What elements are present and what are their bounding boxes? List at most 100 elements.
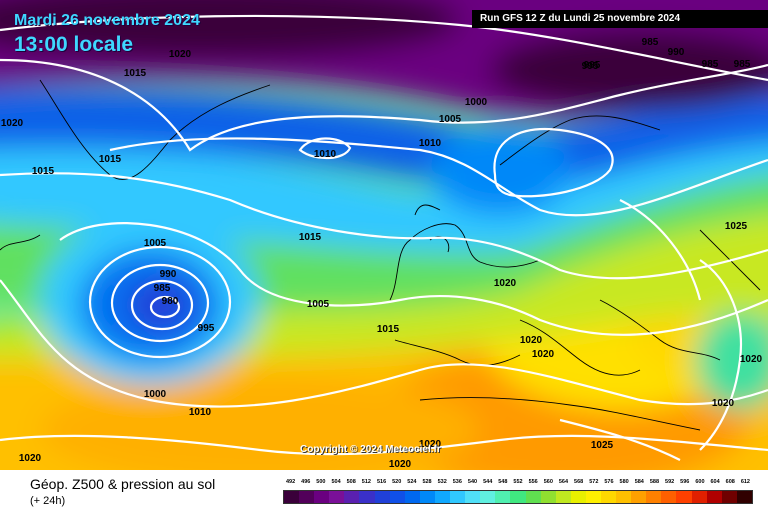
color-scale-label: 584	[634, 479, 644, 485]
color-scale-swatch	[676, 491, 692, 503]
color-scale-label: 604	[710, 479, 720, 485]
color-scale-label: 600	[695, 479, 705, 485]
legend-subtitle: (+ 24h)	[30, 495, 66, 507]
color-scale-label: 560	[543, 479, 553, 485]
isobar-line	[0, 14, 768, 82]
color-scale-swatch	[450, 491, 466, 503]
color-scale-label: 588	[649, 479, 660, 485]
color-scale-swatch	[646, 491, 662, 503]
isobar-label: 1025	[725, 221, 748, 232]
forecast-local-time: 13:00 locale	[14, 33, 134, 56]
isobar-line	[110, 263, 210, 343]
color-scale-swatch	[616, 491, 632, 503]
color-scale-label: 612	[740, 479, 750, 485]
geopotential-map: 1020101510201015101510101005100099599098…	[0, 0, 768, 470]
color-scale-label: 516	[376, 479, 387, 485]
isobar-line	[130, 279, 194, 331]
isobar-label: 985	[702, 59, 719, 70]
legend-title: Géop. Z500 & pression au sol	[30, 476, 216, 492]
color-scale-swatch	[374, 491, 390, 503]
isobar-line	[0, 58, 768, 152]
isobar-label: 1010	[314, 149, 337, 160]
isobar-label: 980	[162, 296, 179, 307]
color-scale-swatch	[419, 491, 435, 503]
isobar-label: 1020	[19, 453, 42, 464]
model-run-banner: Run GFS 12 Z du Lundi 25 novembre 2024	[472, 10, 768, 28]
isobar-label: 1005	[307, 299, 330, 310]
isobar-label: 1005	[439, 114, 462, 125]
color-scale-bar	[283, 490, 753, 504]
color-scale-swatch	[359, 491, 375, 503]
isobar-label: 1015	[377, 324, 400, 335]
color-scale-label: 548	[498, 479, 508, 485]
isobar-label: 1020	[169, 49, 192, 60]
color-scale-swatch	[540, 491, 556, 503]
color-scale-swatch	[495, 491, 511, 503]
isobar-label: 1000	[144, 389, 167, 400]
color-scale-swatch	[600, 491, 617, 503]
isobar-label: 1015	[124, 68, 147, 79]
color-scale-label: 504	[331, 479, 341, 485]
color-scale-swatch	[344, 491, 360, 503]
color-scale-label: 592	[665, 479, 675, 485]
color-scale-label: 572	[589, 479, 599, 485]
color-scale-swatch	[661, 491, 677, 503]
color-scale-label: 512	[361, 479, 371, 485]
color-scale-label: 524	[407, 479, 417, 485]
color-scale-swatch	[389, 491, 405, 503]
isobar-label: 1020	[494, 278, 517, 289]
color-scale-swatch	[404, 491, 420, 503]
color-scale-label: 496	[301, 479, 311, 485]
color-scale-swatch	[691, 491, 707, 503]
isobar-label: 990	[668, 47, 685, 58]
isobar-line	[619, 199, 702, 301]
color-scale-label: 552	[513, 479, 523, 485]
color-scale-label: 536	[452, 479, 462, 485]
isobar-line	[149, 295, 181, 319]
isobar-label: 1020	[740, 354, 763, 365]
isobar-line	[0, 172, 768, 280]
isobar-line	[88, 245, 232, 359]
isobar-label: 1020	[520, 335, 543, 346]
forecast-date: Mardi 26 novembre 2024	[14, 12, 200, 29]
color-scale-swatch	[480, 491, 496, 503]
isobar-label: 1020	[712, 398, 735, 409]
isobar-line	[0, 279, 768, 408]
isobar-line	[493, 128, 614, 198]
isobar-label: 985	[734, 59, 751, 70]
isobar-label: 1000	[465, 97, 488, 108]
color-scale-swatch	[721, 491, 737, 503]
color-scale-label: 568	[574, 479, 584, 485]
isobar-label: 990	[160, 269, 177, 280]
color-scale-label: 556	[528, 479, 538, 485]
color-scale-swatch	[299, 491, 315, 503]
geopotential-field	[0, 0, 768, 470]
isobar-line	[59, 222, 768, 336]
color-scale-label: 580	[619, 479, 629, 485]
color-scale-swatch	[329, 491, 345, 503]
color-scale-swatch	[525, 491, 541, 503]
color-scale-label: 500	[316, 479, 326, 485]
isobars	[0, 14, 768, 461]
copyright-notice: Copyright © 2024 Meteociel.fr	[300, 444, 441, 455]
isobar-line	[559, 418, 681, 461]
isobar-label: 985	[642, 37, 659, 48]
isobar-line	[298, 137, 352, 160]
color-scale-swatch	[570, 491, 586, 503]
coastlines	[0, 79, 761, 431]
color-scale-label: 520	[392, 479, 402, 485]
isobar-label: 1020	[532, 349, 555, 360]
color-scale-swatch	[736, 491, 752, 503]
isobar-label: 995	[584, 60, 601, 71]
isobar-label: 1020	[1, 118, 24, 129]
color-scale-label: 608	[725, 479, 735, 485]
color-scale-label: 540	[467, 479, 478, 485]
color-scale-label: 508	[346, 479, 356, 485]
color-scale-swatch	[314, 491, 330, 503]
isobar-label: 1005	[144, 238, 167, 249]
isobar-label: 1015	[99, 154, 122, 165]
color-scale-swatch	[465, 491, 481, 503]
color-scale-swatch	[555, 491, 571, 503]
isobar-label: 1020	[389, 459, 412, 470]
isobar-label: 1015	[299, 232, 322, 243]
